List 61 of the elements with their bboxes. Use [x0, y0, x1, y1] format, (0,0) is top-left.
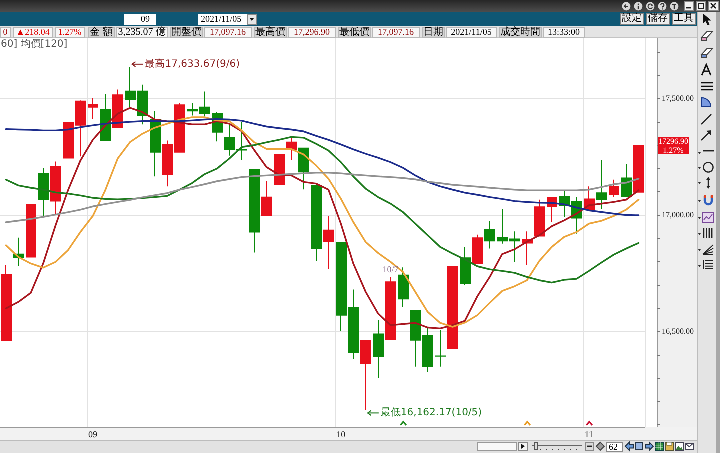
candlestick: [472, 234, 483, 264]
line-series: [5, 172, 640, 224]
candlestick: [447, 266, 458, 350]
candlestick: [88, 98, 98, 120]
text: 成交時間: [499, 27, 542, 38]
candlestick: [261, 180, 272, 216]
candlestick: [435, 330, 446, 368]
candlestick: [460, 246, 471, 286]
candlestick: [373, 320, 384, 380]
text: 17,097.16: [204, 27, 252, 38]
candlestick: [534, 199, 545, 237]
x-tick-label: 09: [88, 430, 98, 440]
candlestick: [609, 179, 619, 198]
candlestick: [38, 167, 49, 217]
text: 開盤價: [170, 27, 203, 38]
button: 設定: [620, 13, 644, 25]
text: 最高價: [254, 27, 287, 38]
candlestick: [633, 145, 644, 193]
text: 3,235.07 億: [116, 27, 168, 38]
candlestick: [360, 340, 371, 411]
text: 0: [0, 27, 11, 38]
annotation: 60] 均價[120]: [1, 39, 69, 51]
candlestick: [274, 154, 285, 186]
candlestick: [311, 185, 322, 262]
button: 工具: [672, 13, 696, 25]
text: 17,097.16: [372, 27, 420, 38]
candlestick: [484, 220, 495, 250]
candlestick: [1, 264, 12, 342]
text: 2021/11/05: [446, 27, 497, 38]
number-field: 62: [606, 442, 623, 452]
y-tick-label: 17,000.00: [662, 210, 694, 220]
candlestick: [621, 164, 632, 198]
candlestick: [298, 148, 309, 190]
text: 17296.90 1.27%: [658, 136, 688, 155]
x-tick-label: 11: [584, 430, 594, 440]
annotation: 最高17,633.67(9/6): [145, 58, 240, 70]
y-tick-label: 16,500.00: [662, 326, 694, 336]
candlestick: [398, 267, 409, 308]
date-field: 2021/11/05: [198, 14, 247, 25]
annotation: 最低16,162.17(10/5): [380, 408, 482, 419]
candlestick: [323, 216, 334, 270]
line-series: [5, 136, 640, 284]
text: ▲218.04: [13, 27, 53, 38]
text: 日期: [422, 27, 445, 38]
y-tick-label: 17,500.00: [662, 94, 694, 104]
text-field: 09: [124, 14, 156, 25]
candlestick: [26, 204, 36, 258]
text: 17,296.90: [288, 27, 336, 38]
candlestick: [50, 161, 61, 216]
candlestick: [596, 160, 607, 210]
candlestick: [249, 169, 260, 254]
annotation: 10/7: [382, 264, 400, 274]
candlestick: [150, 110, 161, 178]
text: 最低價: [338, 27, 371, 38]
text: 金 額: [88, 27, 115, 38]
text: 13:33:00: [543, 27, 585, 38]
x-tick-label: 10: [336, 430, 346, 440]
line-series: [5, 118, 640, 216]
text: 1.27%: [55, 27, 85, 38]
button: 儲存: [646, 13, 670, 25]
candlestick: [385, 276, 396, 340]
